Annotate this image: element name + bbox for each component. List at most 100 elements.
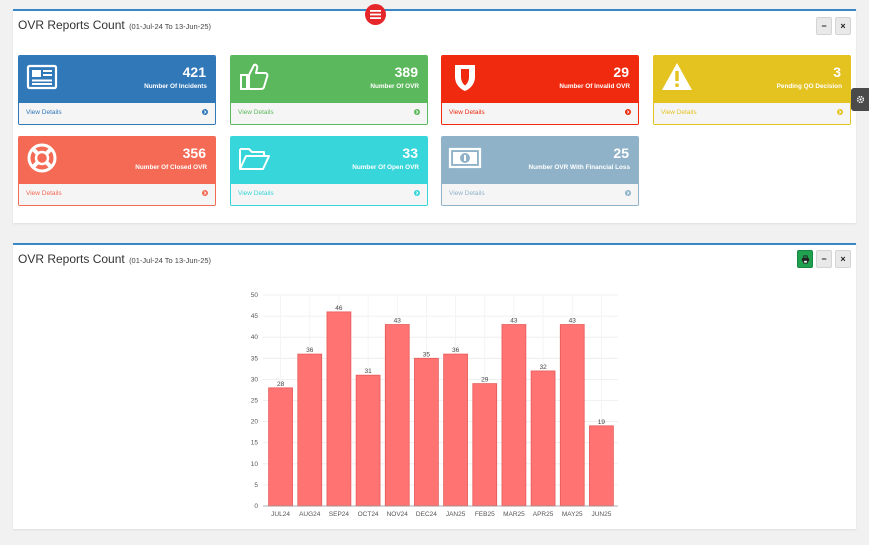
card-footer[interactable]: View Details	[231, 103, 427, 124]
card-count: 389	[394, 64, 418, 80]
chart-bar	[530, 370, 556, 507]
x-tick-label: AUG24	[299, 511, 321, 518]
chart-bar	[443, 353, 468, 507]
summary-panel-tools: − ×	[816, 17, 851, 35]
card-invalid-ovr: 29 Number Of Invalid OVR View Details	[441, 55, 639, 125]
gear-icon	[856, 95, 864, 104]
chart-panel-title: OVR Reports Count (01-Jul-24 To 13-Jun-2…	[18, 252, 211, 266]
arrow-circle-right-icon	[202, 190, 208, 196]
warning-icon	[662, 63, 692, 90]
bar-chart-svg: 0 5 10 15 20 25 30 35 40 45 50 28 JUL24 36 AUG24 46 SEP2…	[251, 292, 618, 518]
summary-panel: OVR Reports Count (01-Jul-24 To 13-Jun-2…	[13, 9, 856, 223]
card-footer[interactable]: View Details	[231, 184, 427, 205]
card-pending-qo: 3 Pending QO Decision View Details	[653, 55, 851, 125]
newspaper-icon	[26, 64, 58, 90]
card-footer[interactable]: View Details	[19, 103, 215, 124]
card-count: 421	[182, 64, 206, 80]
card-count: 356	[182, 145, 206, 161]
x-tick-label: JUL24	[271, 511, 290, 518]
data-label: 46	[335, 305, 343, 312]
x-tick-label: JUN25	[591, 511, 611, 518]
card-footer[interactable]: View Details	[442, 184, 638, 205]
thumbs-up-icon	[240, 63, 269, 90]
card-open-ovr: 33 Number Of Open OVR View Details	[230, 136, 428, 206]
chart-bar	[589, 425, 614, 507]
data-label: 35	[423, 351, 431, 358]
summary-date-range: (01-Jul-24 To 13-Jun-25)	[129, 22, 212, 31]
card-ovr: 389 Number Of OVR View Details	[230, 55, 428, 125]
y-tick-label: 50	[251, 292, 259, 299]
x-tick-label: MAR25	[503, 511, 525, 518]
shield-icon	[455, 65, 475, 91]
y-tick-label: 40	[251, 334, 259, 341]
data-label: 29	[481, 377, 489, 384]
y-tick-label: 10	[251, 461, 259, 468]
y-tick-label: 30	[251, 376, 259, 383]
folder-open-icon	[239, 148, 270, 170]
chart-bar	[297, 353, 323, 507]
card-label: Number Of Invalid OVR	[559, 83, 630, 90]
y-tick-label: 35	[251, 355, 259, 362]
x-tick-label: SEP24	[329, 511, 350, 518]
view-details-link[interactable]: View Details	[26, 109, 62, 116]
data-label: 32	[539, 364, 547, 371]
summary-title-text: OVR Reports Count	[18, 18, 125, 32]
arrow-circle-right-icon	[625, 190, 631, 196]
data-label: 31	[364, 368, 372, 375]
card-label: Pending QO Decision	[776, 83, 842, 90]
card-footer[interactable]: View Details	[19, 184, 215, 205]
print-icon	[801, 254, 809, 264]
chart-bar	[414, 357, 439, 507]
summary-close-button[interactable]: ×	[835, 17, 851, 35]
card-count: 3	[833, 64, 841, 80]
view-details-link[interactable]: View Details	[238, 109, 274, 116]
card-label: Number Of Closed OVR	[135, 164, 207, 171]
x-tick-label: FEB25	[475, 511, 495, 518]
chart-title-text: OVR Reports Count	[18, 252, 125, 266]
view-details-link[interactable]: View Details	[26, 190, 62, 197]
data-label: 19	[598, 419, 606, 426]
data-label: 43	[510, 318, 518, 325]
x-tick-label: OCT24	[358, 511, 379, 518]
life-ring-icon	[27, 143, 57, 173]
view-details-link[interactable]: View Details	[238, 190, 274, 197]
card-count: 25	[613, 145, 629, 161]
card-closed-ovr: 356 Number Of Closed OVR View Details	[18, 136, 216, 206]
arrow-circle-right-icon	[837, 109, 843, 115]
view-details-link[interactable]: View Details	[449, 109, 485, 116]
y-tick-label: 15	[251, 440, 259, 447]
card-label: Number Of Incidents	[144, 83, 207, 90]
card-label: Number Of OVR	[370, 83, 419, 90]
arrow-circle-right-icon	[625, 109, 631, 115]
data-label: 43	[394, 318, 402, 325]
hamburger-icon	[370, 10, 381, 19]
chart-date-range: (01-Jul-24 To 13-Jun-25)	[129, 256, 212, 265]
x-tick-label: NOV24	[387, 511, 409, 518]
settings-tab[interactable]	[851, 88, 869, 111]
view-details-link[interactable]: View Details	[449, 190, 485, 197]
arrow-circle-right-icon	[414, 109, 420, 115]
card-label: Number Of Open OVR	[352, 164, 419, 171]
summary-minimize-button[interactable]: −	[816, 17, 832, 35]
card-footer[interactable]: View Details	[654, 103, 850, 124]
card-footer[interactable]: View Details	[442, 103, 638, 124]
data-label: 36	[452, 347, 460, 354]
chart-bar	[326, 311, 352, 507]
chart-bar	[559, 324, 585, 507]
menu-toggle-button[interactable]	[365, 4, 386, 25]
card-financial-loss: 25 Number OVR With Financial Loss View D…	[441, 136, 639, 206]
y-tick-label: 25	[251, 398, 259, 405]
card-count: 33	[402, 145, 418, 161]
y-tick-label: 20	[251, 419, 259, 426]
view-details-link[interactable]: View Details	[661, 109, 697, 116]
print-button[interactable]	[797, 250, 813, 268]
chart-close-button[interactable]: ×	[835, 250, 851, 268]
card-incidents: 421 Number Of Incidents View Details	[18, 55, 216, 125]
data-label: 36	[306, 347, 314, 354]
arrow-circle-right-icon	[414, 190, 420, 196]
x-tick-label: JAN25	[446, 511, 466, 518]
y-tick-label: 5	[254, 482, 258, 489]
summary-panel-title: OVR Reports Count (01-Jul-24 To 13-Jun-2…	[18, 18, 211, 32]
card-label: Number OVR With Financial Loss	[528, 164, 631, 171]
chart-minimize-button[interactable]: −	[816, 250, 832, 268]
